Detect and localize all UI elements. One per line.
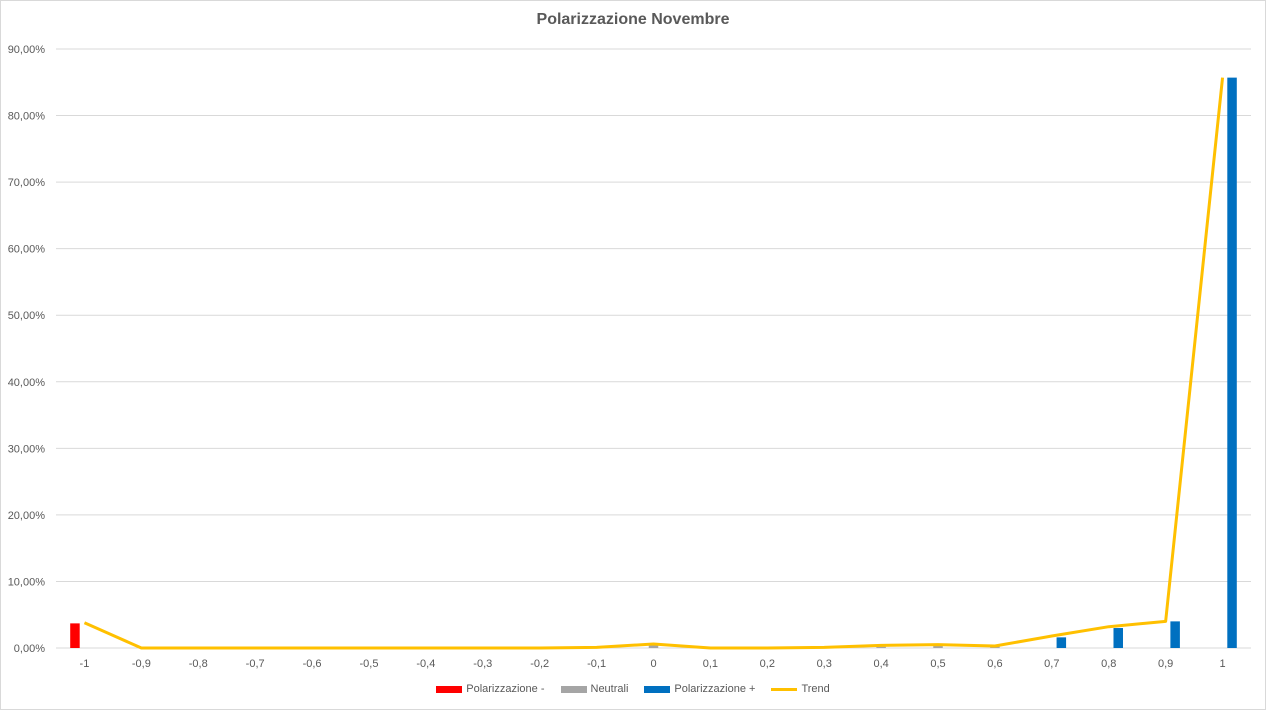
legend-item-neutrali: Neutrali	[560, 683, 629, 695]
y-axis-ticks: 0,00% 10,00% 20,00% 30,00% 40,00% 50,00% 60,00…	[8, 44, 46, 655]
legend-swatch	[436, 685, 463, 693]
bar	[876, 646, 886, 648]
x-tick-label: 1	[1219, 658, 1225, 670]
bar	[1170, 621, 1180, 648]
y-tick-label: 60,00%	[8, 244, 46, 256]
x-axis-ticks: -1 -0,9 -0,8 -0,7 -0,6 -0,5 -0,4 -0,3 -0,2 -0,1 0 0…	[80, 658, 1226, 670]
y-tick-label: 70,00%	[8, 177, 46, 189]
legend-item-polarizzazione-neg: Polarizzazione -	[436, 683, 545, 695]
x-tick-label: 0,7	[1044, 658, 1059, 670]
bars	[70, 77, 1237, 648]
legend-swatch	[644, 685, 671, 693]
trend-line	[83, 77, 1225, 650]
legend-swatch	[560, 685, 587, 693]
x-tick-label: 0,5	[930, 658, 945, 670]
legend-label: Polarizzazione -	[466, 683, 545, 695]
bar	[1113, 628, 1123, 648]
gridlines	[56, 48, 1251, 649]
x-tick-label: 0,4	[873, 658, 888, 670]
bar	[1227, 77, 1237, 648]
x-tick-label: -0,8	[189, 658, 208, 670]
bar	[648, 644, 659, 648]
x-tick-label: -0,6	[303, 658, 322, 670]
x-tick-label: 0	[650, 658, 656, 670]
x-tick-label: 0,9	[1158, 658, 1173, 670]
x-tick-label: 0,3	[817, 658, 832, 670]
trend-line-group	[83, 77, 1225, 650]
legend-label: Neutrali	[590, 683, 629, 695]
x-tick-label: -0,2	[530, 658, 549, 670]
legend-swatch	[771, 687, 798, 691]
x-tick-label: -0,9	[132, 658, 151, 670]
y-tick-label: 40,00%	[8, 377, 46, 389]
y-tick-label: 50,00%	[8, 310, 46, 322]
bar	[70, 623, 80, 648]
x-tick-label: 0,8	[1101, 658, 1116, 670]
x-tick-label: -0,7	[246, 658, 265, 670]
x-tick-label: 0,1	[703, 658, 718, 670]
legend-item-polarizzazione-pos: Polarizzazione +	[644, 683, 755, 695]
y-tick-label: 90,00%	[8, 44, 46, 56]
y-tick-label: 0,00%	[14, 643, 45, 655]
x-tick-label: -1	[80, 658, 90, 670]
x-tick-label: 0,2	[760, 658, 775, 670]
y-tick-label: 20,00%	[8, 510, 46, 522]
bar	[1056, 637, 1067, 648]
chart-title: Polarizzazione Novembre	[536, 11, 730, 28]
legend-label: Trend	[801, 683, 830, 695]
x-tick-label: -0,3	[473, 658, 492, 670]
legend-label: Polarizzazione +	[674, 683, 756, 695]
y-tick-label: 10,00%	[8, 576, 46, 588]
x-tick-label: 0,6	[987, 658, 1002, 670]
x-tick-label: -0,5	[359, 658, 378, 670]
y-tick-label: 80,00%	[8, 111, 46, 123]
y-tick-label: 30,00%	[8, 443, 46, 455]
x-tick-label: -0,1	[587, 658, 606, 670]
bar	[933, 646, 943, 648]
legend: Polarizzazione - Neutrali Polarizzazione…	[0, 683, 1266, 695]
legend-item-trend: Trend	[771, 683, 830, 695]
x-tick-label: -0,4	[416, 658, 435, 670]
